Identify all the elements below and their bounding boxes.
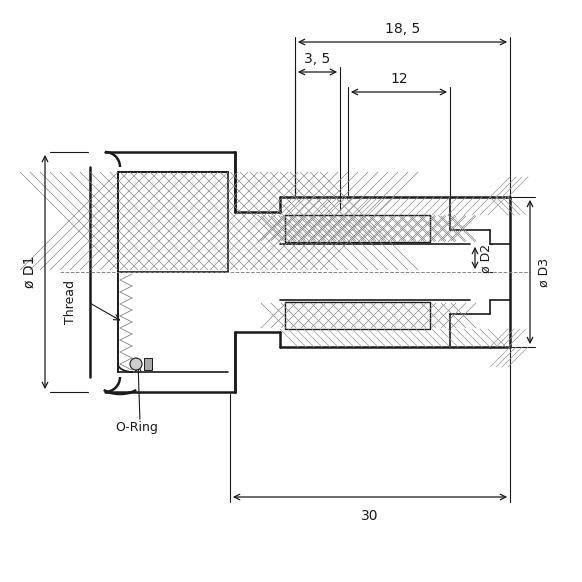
Bar [285,215,430,242]
Bar [285,302,430,329]
Bar [285,215,430,242]
Bar [286,216,429,241]
Text: ø D1: ø D1 [23,255,37,288]
Text: ø D3: ø D3 [538,257,551,286]
Text: Thread: Thread [63,280,76,324]
Bar [280,197,490,215]
Text: 18, 5: 18, 5 [385,22,420,36]
Bar [280,329,490,347]
Bar [490,197,510,215]
Text: 12: 12 [390,72,408,86]
Bar [286,303,429,328]
Text: 30: 30 [361,509,379,523]
Text: O-Ring: O-Ring [115,421,158,434]
Text: ø D2: ø D2 [480,243,493,272]
Circle shape [130,358,142,370]
Bar [118,172,227,270]
Bar [144,358,152,370]
Bar [120,274,226,370]
Text: 3, 5: 3, 5 [304,52,331,66]
Bar [490,329,510,347]
Bar [118,172,228,272]
